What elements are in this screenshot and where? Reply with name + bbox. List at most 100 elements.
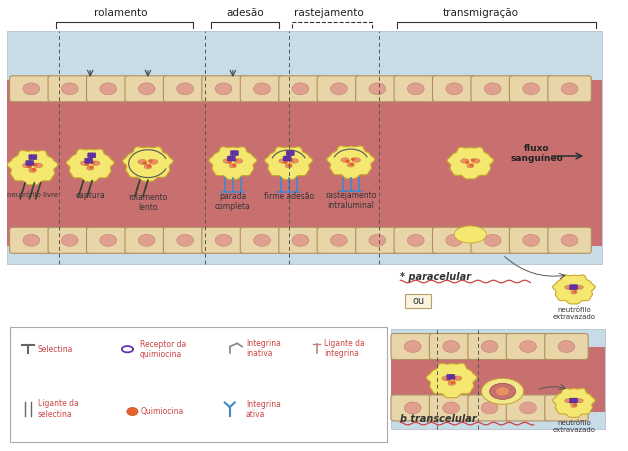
Ellipse shape bbox=[561, 83, 578, 95]
FancyBboxPatch shape bbox=[9, 227, 53, 253]
FancyBboxPatch shape bbox=[283, 156, 286, 161]
Circle shape bbox=[573, 290, 577, 293]
Circle shape bbox=[569, 400, 573, 404]
Ellipse shape bbox=[176, 83, 193, 95]
FancyBboxPatch shape bbox=[405, 294, 431, 308]
FancyBboxPatch shape bbox=[279, 227, 322, 253]
Ellipse shape bbox=[467, 164, 474, 168]
Ellipse shape bbox=[461, 159, 469, 163]
Ellipse shape bbox=[62, 235, 78, 246]
Bar bbox=[391, 329, 605, 429]
Ellipse shape bbox=[441, 376, 451, 381]
FancyBboxPatch shape bbox=[31, 155, 35, 160]
FancyBboxPatch shape bbox=[236, 151, 239, 156]
Ellipse shape bbox=[484, 235, 501, 246]
FancyBboxPatch shape bbox=[468, 395, 511, 421]
Ellipse shape bbox=[369, 83, 386, 95]
Text: captura: captura bbox=[75, 191, 105, 200]
Text: Selectina: Selectina bbox=[38, 345, 73, 354]
FancyBboxPatch shape bbox=[26, 161, 29, 166]
FancyBboxPatch shape bbox=[288, 156, 291, 161]
Ellipse shape bbox=[290, 159, 298, 163]
Polygon shape bbox=[7, 150, 58, 185]
Ellipse shape bbox=[482, 378, 524, 405]
Ellipse shape bbox=[481, 341, 498, 352]
FancyBboxPatch shape bbox=[471, 76, 514, 102]
Ellipse shape bbox=[149, 160, 158, 164]
Ellipse shape bbox=[138, 160, 147, 164]
FancyBboxPatch shape bbox=[575, 398, 578, 403]
Ellipse shape bbox=[80, 161, 89, 166]
FancyBboxPatch shape bbox=[449, 374, 452, 379]
FancyBboxPatch shape bbox=[572, 398, 575, 403]
FancyBboxPatch shape bbox=[391, 334, 435, 359]
FancyBboxPatch shape bbox=[317, 76, 360, 102]
FancyBboxPatch shape bbox=[433, 76, 476, 102]
FancyBboxPatch shape bbox=[125, 227, 168, 253]
Ellipse shape bbox=[565, 399, 572, 403]
Circle shape bbox=[232, 163, 236, 166]
Ellipse shape bbox=[571, 404, 577, 407]
Ellipse shape bbox=[490, 383, 516, 400]
Ellipse shape bbox=[330, 83, 347, 95]
Circle shape bbox=[233, 158, 237, 161]
Ellipse shape bbox=[215, 235, 232, 246]
Text: Ligante da
selectina: Ligante da selectina bbox=[38, 399, 78, 419]
Circle shape bbox=[575, 398, 578, 401]
Circle shape bbox=[469, 163, 474, 166]
Ellipse shape bbox=[404, 341, 421, 352]
FancyBboxPatch shape bbox=[227, 156, 230, 161]
Text: rolamento: rolamento bbox=[94, 8, 148, 18]
Ellipse shape bbox=[576, 285, 583, 290]
FancyBboxPatch shape bbox=[506, 395, 550, 421]
FancyBboxPatch shape bbox=[394, 227, 438, 253]
Bar bbox=[6, 80, 602, 246]
FancyBboxPatch shape bbox=[87, 227, 130, 253]
Ellipse shape bbox=[92, 161, 100, 166]
Ellipse shape bbox=[23, 83, 40, 95]
FancyBboxPatch shape bbox=[570, 398, 573, 403]
FancyBboxPatch shape bbox=[391, 395, 435, 421]
Ellipse shape bbox=[448, 381, 455, 386]
FancyBboxPatch shape bbox=[447, 374, 450, 379]
Ellipse shape bbox=[292, 235, 309, 246]
Ellipse shape bbox=[138, 83, 155, 95]
Ellipse shape bbox=[176, 235, 193, 246]
Circle shape bbox=[452, 376, 457, 379]
Ellipse shape bbox=[29, 168, 36, 172]
Text: Integrina
ativa: Integrina ativa bbox=[246, 400, 281, 419]
FancyBboxPatch shape bbox=[88, 153, 91, 158]
FancyBboxPatch shape bbox=[509, 227, 553, 253]
Ellipse shape bbox=[87, 166, 94, 170]
FancyBboxPatch shape bbox=[233, 151, 236, 156]
Ellipse shape bbox=[522, 235, 539, 246]
FancyBboxPatch shape bbox=[471, 227, 514, 253]
Polygon shape bbox=[553, 388, 595, 417]
Text: rastejamento
intraluminal: rastejamento intraluminal bbox=[325, 191, 376, 210]
Circle shape bbox=[465, 161, 469, 164]
Ellipse shape bbox=[576, 399, 583, 403]
Polygon shape bbox=[122, 147, 173, 181]
Circle shape bbox=[147, 164, 151, 168]
Circle shape bbox=[351, 157, 355, 161]
Circle shape bbox=[148, 159, 153, 163]
Circle shape bbox=[470, 158, 475, 161]
Text: rastejamento: rastejamento bbox=[294, 8, 364, 18]
Circle shape bbox=[31, 168, 36, 171]
Polygon shape bbox=[327, 146, 375, 179]
Ellipse shape bbox=[558, 402, 575, 414]
Ellipse shape bbox=[519, 341, 536, 352]
FancyBboxPatch shape bbox=[433, 227, 476, 253]
FancyBboxPatch shape bbox=[163, 76, 207, 102]
Text: neutrófilo livre: neutrófilo livre bbox=[7, 192, 58, 198]
Ellipse shape bbox=[519, 402, 536, 414]
Circle shape bbox=[27, 165, 32, 169]
Ellipse shape bbox=[495, 387, 509, 396]
Ellipse shape bbox=[100, 83, 117, 95]
Ellipse shape bbox=[215, 83, 232, 95]
Ellipse shape bbox=[472, 159, 480, 163]
Text: ou: ou bbox=[412, 296, 425, 306]
Ellipse shape bbox=[254, 235, 271, 246]
Ellipse shape bbox=[484, 83, 501, 95]
Polygon shape bbox=[426, 363, 477, 398]
